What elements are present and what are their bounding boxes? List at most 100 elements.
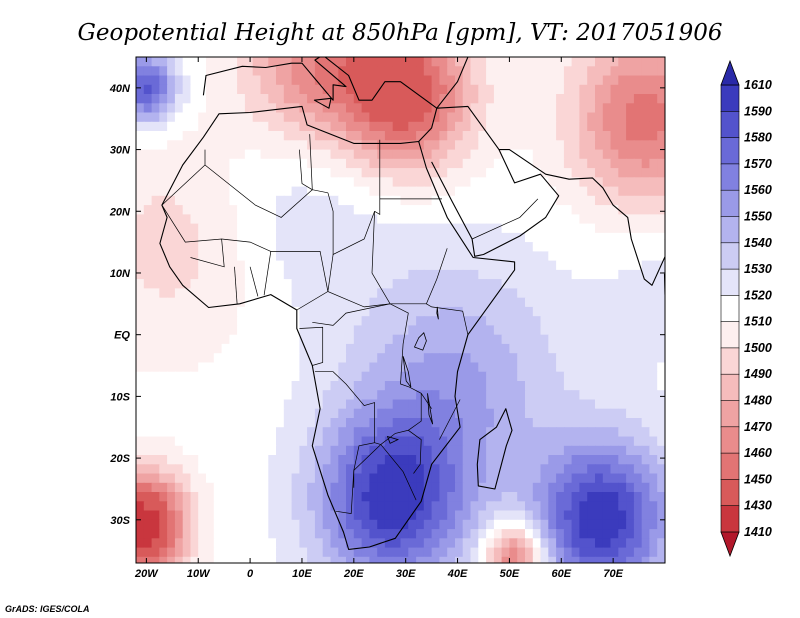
heatmap-cell bbox=[314, 371, 324, 382]
heatmap-cell bbox=[501, 84, 510, 95]
heatmap-cell bbox=[416, 334, 425, 345]
heatmap-cell bbox=[501, 251, 510, 262]
heatmap-cell bbox=[167, 168, 176, 178]
heatmap-cell bbox=[136, 279, 145, 289]
heatmap-cell bbox=[221, 418, 230, 428]
heatmap-cell bbox=[377, 84, 386, 95]
heatmap-cell bbox=[610, 177, 619, 188]
heatmap-cell bbox=[213, 251, 223, 262]
heatmap-cell bbox=[431, 519, 440, 530]
heatmap-cell bbox=[268, 66, 277, 77]
heatmap-cell bbox=[291, 529, 300, 539]
heatmap-cell bbox=[447, 399, 456, 410]
heatmap-cell bbox=[190, 492, 199, 502]
heatmap-cell bbox=[190, 269, 199, 280]
heatmap-cell bbox=[556, 334, 565, 345]
x-tick-label: 20W bbox=[134, 568, 159, 580]
heatmap-cell bbox=[657, 362, 665, 373]
heatmap-cell bbox=[408, 94, 417, 104]
heatmap-cell bbox=[190, 214, 199, 225]
heatmap-cell bbox=[182, 251, 192, 262]
heatmap-cell bbox=[136, 75, 145, 86]
heatmap-cell bbox=[587, 232, 596, 243]
heatmap-cell bbox=[384, 418, 394, 428]
heatmap-cell bbox=[517, 325, 526, 336]
heatmap-cell bbox=[221, 510, 230, 521]
heatmap-cell bbox=[330, 464, 339, 475]
heatmap-cell bbox=[431, 464, 440, 475]
heatmap-cell bbox=[517, 381, 526, 391]
heatmap-cell bbox=[229, 464, 238, 475]
heatmap-cell bbox=[548, 223, 557, 234]
colorbar-label: 1510 bbox=[744, 315, 772, 329]
heatmap-cell bbox=[493, 223, 503, 234]
heatmap-cell bbox=[353, 75, 363, 86]
heatmap-cell bbox=[299, 186, 308, 197]
heatmap-cell bbox=[416, 260, 425, 271]
heatmap-cell bbox=[353, 547, 363, 558]
heatmap-cell bbox=[532, 242, 542, 252]
coastline-madagascar bbox=[476, 408, 513, 490]
heatmap-cell bbox=[151, 436, 160, 447]
heatmap-cell bbox=[260, 121, 269, 132]
heatmap-cell bbox=[455, 455, 464, 465]
heatmap-cell bbox=[602, 195, 612, 206]
heatmap-cell bbox=[540, 242, 549, 252]
heatmap-cell bbox=[626, 408, 635, 419]
heatmap-cell bbox=[556, 399, 565, 410]
heatmap-cell bbox=[377, 519, 386, 530]
heatmap-cell bbox=[470, 186, 479, 197]
heatmap-cell bbox=[369, 195, 378, 206]
heatmap-cell bbox=[400, 316, 409, 327]
heatmap-cell bbox=[532, 214, 542, 225]
heatmap-cell bbox=[478, 57, 487, 67]
heatmap-cell bbox=[595, 436, 604, 447]
heatmap-cell bbox=[610, 519, 619, 530]
heatmap-cell bbox=[509, 75, 518, 86]
heatmap-cell bbox=[563, 334, 573, 345]
heatmap-cell bbox=[501, 482, 510, 493]
heatmap-cell bbox=[330, 519, 339, 530]
heatmap-cell bbox=[618, 158, 627, 169]
heatmap-cell bbox=[276, 158, 285, 169]
heatmap-cell bbox=[276, 316, 285, 327]
heatmap-cell bbox=[455, 140, 464, 151]
heatmap-cell bbox=[136, 269, 145, 280]
heatmap-cell bbox=[314, 334, 324, 345]
heatmap-cell bbox=[610, 84, 619, 95]
heatmap-cell bbox=[532, 205, 542, 215]
heatmap-cell bbox=[509, 297, 518, 308]
heatmap-cell bbox=[322, 547, 332, 558]
heatmap-cell bbox=[159, 251, 168, 262]
heatmap-cell bbox=[470, 556, 479, 563]
heatmap-cell bbox=[579, 408, 588, 419]
heatmap-cell bbox=[369, 251, 378, 262]
heatmap-cell bbox=[587, 325, 596, 336]
heatmap-cell bbox=[198, 556, 207, 563]
heatmap-cell bbox=[353, 408, 363, 419]
heatmap-cell bbox=[291, 445, 300, 456]
heatmap-cell bbox=[392, 84, 402, 95]
heatmap-cell bbox=[416, 242, 425, 252]
heatmap-cell bbox=[486, 66, 495, 77]
heatmap-cell bbox=[299, 232, 308, 243]
heatmap-cell bbox=[602, 66, 612, 77]
heatmap-cell bbox=[447, 334, 456, 345]
heatmap-cell bbox=[478, 186, 487, 197]
heatmap-cell bbox=[649, 501, 658, 512]
heatmap-cell bbox=[260, 140, 269, 151]
heatmap-cell bbox=[392, 251, 402, 262]
heatmap-cell bbox=[501, 94, 510, 104]
heatmap-cell bbox=[167, 538, 176, 549]
coastline-sri-lanka bbox=[663, 273, 665, 296]
heatmap-cell bbox=[509, 538, 518, 549]
heatmap-cell bbox=[330, 288, 339, 299]
heatmap-cell bbox=[610, 556, 619, 563]
heatmap-cell bbox=[276, 121, 285, 132]
heatmap-cell bbox=[431, 381, 440, 391]
heatmap-cell bbox=[633, 482, 643, 493]
heatmap-cell bbox=[626, 177, 635, 188]
heatmap-cell bbox=[486, 353, 495, 364]
heatmap-cell bbox=[657, 177, 665, 188]
heatmap-cell bbox=[563, 214, 573, 225]
